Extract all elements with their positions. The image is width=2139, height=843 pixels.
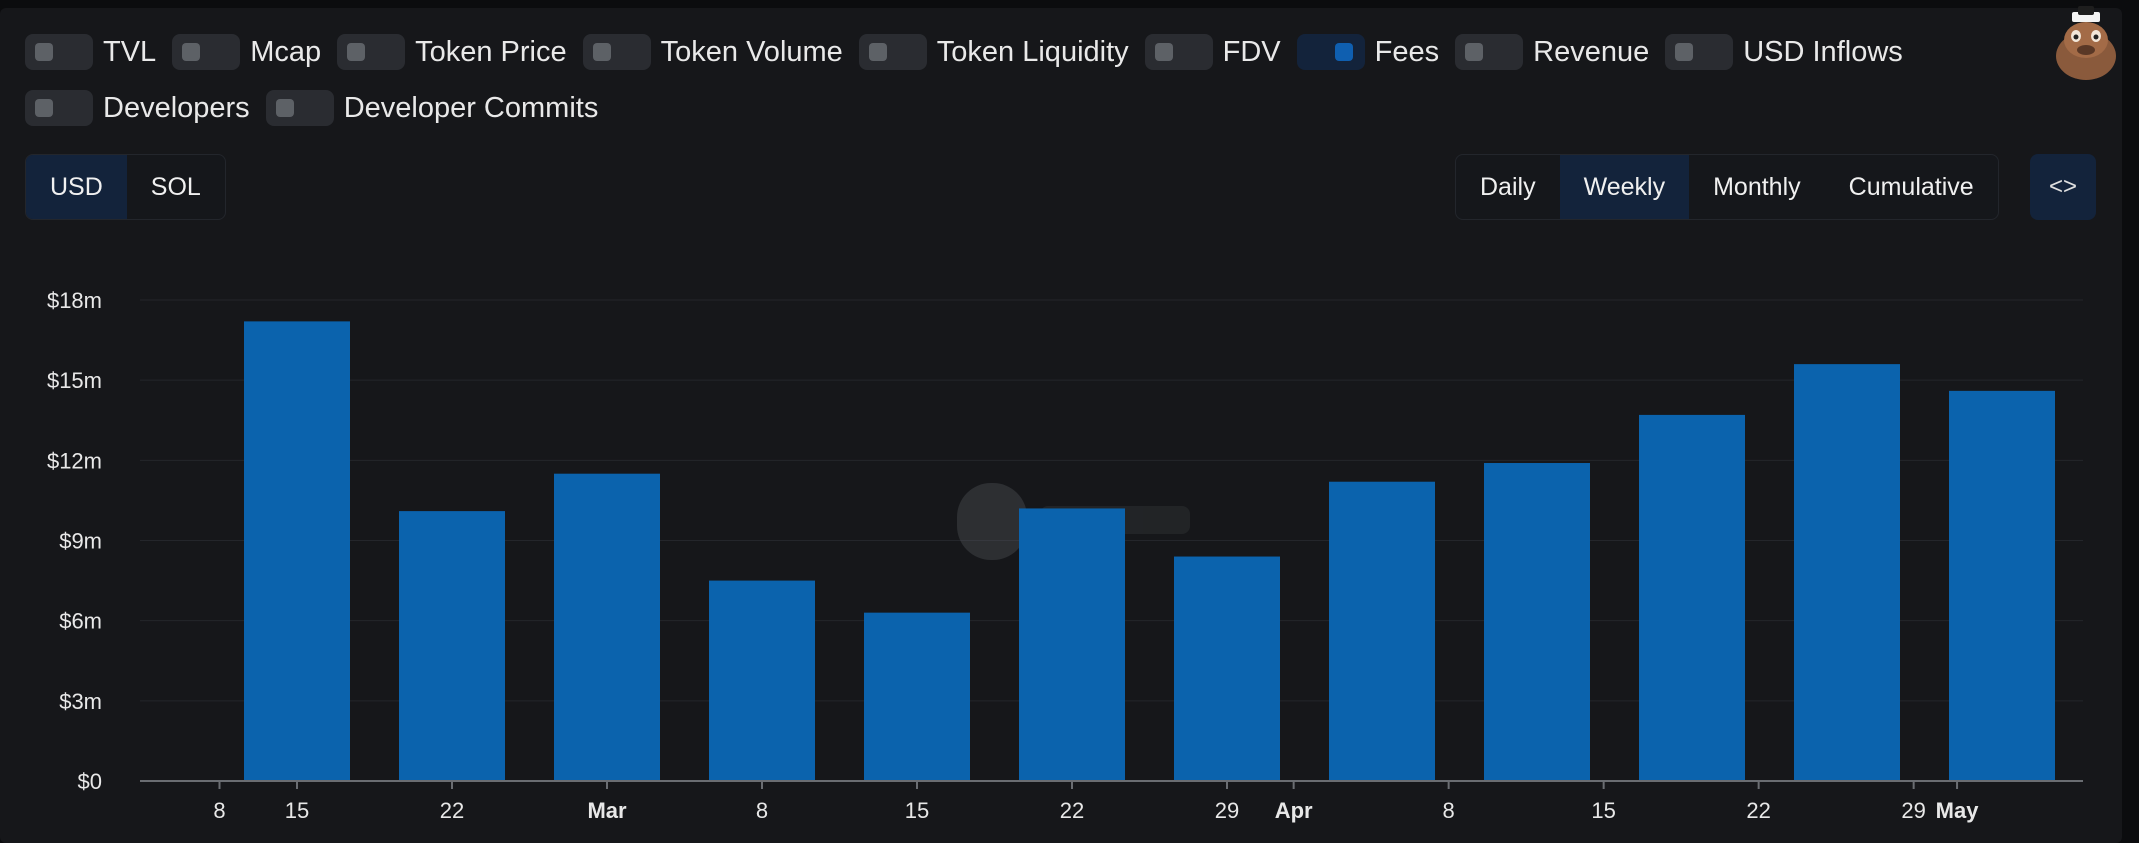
toggle-usd-inflows[interactable]: USD Inflows bbox=[1665, 34, 1903, 70]
bar-feb-22[interactable] bbox=[399, 511, 505, 781]
currency-selector: USD SOL bbox=[25, 154, 226, 220]
toggle-fdv[interactable]: FDV bbox=[1144, 34, 1281, 70]
toggle-switch[interactable] bbox=[582, 34, 651, 70]
x-tick-label: Mar bbox=[587, 798, 627, 823]
toggle-knob bbox=[35, 43, 53, 61]
toggle-knob bbox=[592, 43, 611, 61]
toggle-switch[interactable] bbox=[337, 34, 406, 70]
toggle-switch[interactable] bbox=[858, 34, 927, 70]
toggle-label: Token Volume bbox=[660, 35, 843, 68]
x-tick-label: May bbox=[1936, 798, 1980, 823]
toggle-label: Developer Commits bbox=[343, 91, 599, 124]
toggle-knob bbox=[1154, 43, 1173, 61]
toggle-switch[interactable] bbox=[265, 90, 334, 126]
toggle-developers[interactable]: Developers bbox=[25, 90, 250, 126]
x-tick-label: 8 bbox=[756, 798, 768, 823]
y-tick-label: $6m bbox=[59, 609, 102, 634]
y-tick-label: $12m bbox=[47, 448, 102, 473]
toggle-tvl[interactable]: TVL bbox=[25, 34, 156, 70]
toggle-knob bbox=[182, 43, 201, 61]
toggle-switch[interactable] bbox=[1296, 34, 1365, 70]
toggle-token-volume[interactable]: Token Volume bbox=[582, 34, 843, 70]
toggle-switch[interactable] bbox=[25, 90, 93, 126]
y-tick-label: $3m bbox=[59, 689, 102, 714]
toggle-knob bbox=[868, 43, 887, 61]
avatar[interactable] bbox=[2050, 6, 2122, 82]
bar-feb-15[interactable] bbox=[244, 321, 350, 781]
x-tick-label: 22 bbox=[440, 798, 464, 823]
embed-button[interactable]: <> bbox=[2030, 154, 2096, 220]
x-tick-label: Apr bbox=[1275, 798, 1313, 823]
x-tick-label: 8 bbox=[1443, 798, 1455, 823]
x-tick-label: 15 bbox=[905, 798, 929, 823]
metric-toggles: TVL Mcap Token Price Token Volume Token Liqu… bbox=[25, 24, 2025, 136]
toggle-knob bbox=[347, 43, 366, 61]
bar-apr-12[interactable] bbox=[1484, 463, 1590, 781]
toggle-label: TVL bbox=[103, 35, 157, 68]
toggle-knob bbox=[1465, 43, 1484, 61]
period-option-daily[interactable]: Daily bbox=[1480, 172, 1536, 201]
toggle-token-liquidity[interactable]: Token Liquidity bbox=[858, 34, 1129, 70]
toggle-label: Token Price bbox=[415, 35, 567, 68]
toggle-label: USD Inflows bbox=[1743, 35, 1903, 68]
bar-mar-15[interactable] bbox=[864, 612, 970, 781]
toggle-label: Mcap bbox=[250, 35, 322, 68]
toggle-knob bbox=[275, 99, 294, 117]
period-option-weekly[interactable]: Weekly bbox=[1559, 155, 1690, 219]
bar-apr-5[interactable] bbox=[1329, 481, 1435, 781]
period-option-monthly[interactable]: Monthly bbox=[1713, 172, 1801, 201]
x-tick-label: 22 bbox=[1060, 798, 1084, 823]
bar-mar-1[interactable] bbox=[554, 473, 660, 781]
toggle-switch[interactable] bbox=[1144, 34, 1213, 70]
toggle-label: Fees bbox=[1374, 35, 1440, 68]
toggle-switch[interactable] bbox=[1455, 34, 1524, 70]
y-tick-label: $15m bbox=[47, 368, 102, 393]
x-tick-label: 15 bbox=[1591, 798, 1615, 823]
bar-mar-29[interactable] bbox=[1174, 556, 1280, 781]
period-selector: Daily Weekly Monthly Cumulative bbox=[1455, 154, 1999, 220]
toggle-developer-commits[interactable]: Developer Commits bbox=[265, 90, 599, 126]
toggle-knob bbox=[1334, 43, 1353, 61]
bar-apr-19[interactable] bbox=[1639, 414, 1745, 781]
metric-toggle-row: TVL Mcap Token Price Token Volume Token Liqu… bbox=[25, 24, 2025, 80]
toggle-token-price[interactable]: Token Price bbox=[337, 34, 567, 70]
bar-mar-22[interactable] bbox=[1019, 508, 1125, 781]
metric-toggle-row: Developers Developer Commits bbox=[25, 80, 2025, 136]
bar-mar-8[interactable] bbox=[709, 580, 815, 781]
toggle-label: Developers bbox=[103, 91, 250, 124]
toggle-knob bbox=[35, 99, 53, 117]
x-tick-label: 15 bbox=[285, 798, 309, 823]
toggle-revenue[interactable]: Revenue bbox=[1455, 34, 1649, 70]
toggle-mcap[interactable]: Mcap bbox=[172, 34, 321, 70]
bar-may-3[interactable] bbox=[1949, 390, 2055, 781]
y-tick-label: $18m bbox=[47, 288, 102, 313]
toggle-fees[interactable]: Fees bbox=[1296, 34, 1440, 70]
toggle-switch[interactable] bbox=[1665, 34, 1734, 70]
y-tick-label: $0 bbox=[78, 769, 102, 794]
currency-option-sol[interactable]: SOL bbox=[150, 172, 201, 201]
toggle-label: FDV bbox=[1222, 35, 1281, 68]
toggle-knob bbox=[1675, 43, 1694, 61]
toggle-switch[interactable] bbox=[25, 34, 93, 70]
toggle-switch[interactable] bbox=[172, 34, 241, 70]
currency-option-usd[interactable]: USD bbox=[26, 155, 127, 219]
toggle-label: Token Liquidity bbox=[936, 35, 1129, 68]
x-tick-label: 8 bbox=[213, 798, 225, 823]
bar-apr-26[interactable] bbox=[1794, 364, 1900, 781]
x-tick-label: 22 bbox=[1746, 798, 1770, 823]
x-tick-label: 29 bbox=[1901, 798, 1925, 823]
x-tick-label: 29 bbox=[1215, 798, 1239, 823]
period-option-cumulative[interactable]: Cumulative bbox=[1848, 172, 1974, 201]
y-tick-label: $9m bbox=[59, 529, 102, 554]
toggle-label: Revenue bbox=[1533, 35, 1650, 68]
